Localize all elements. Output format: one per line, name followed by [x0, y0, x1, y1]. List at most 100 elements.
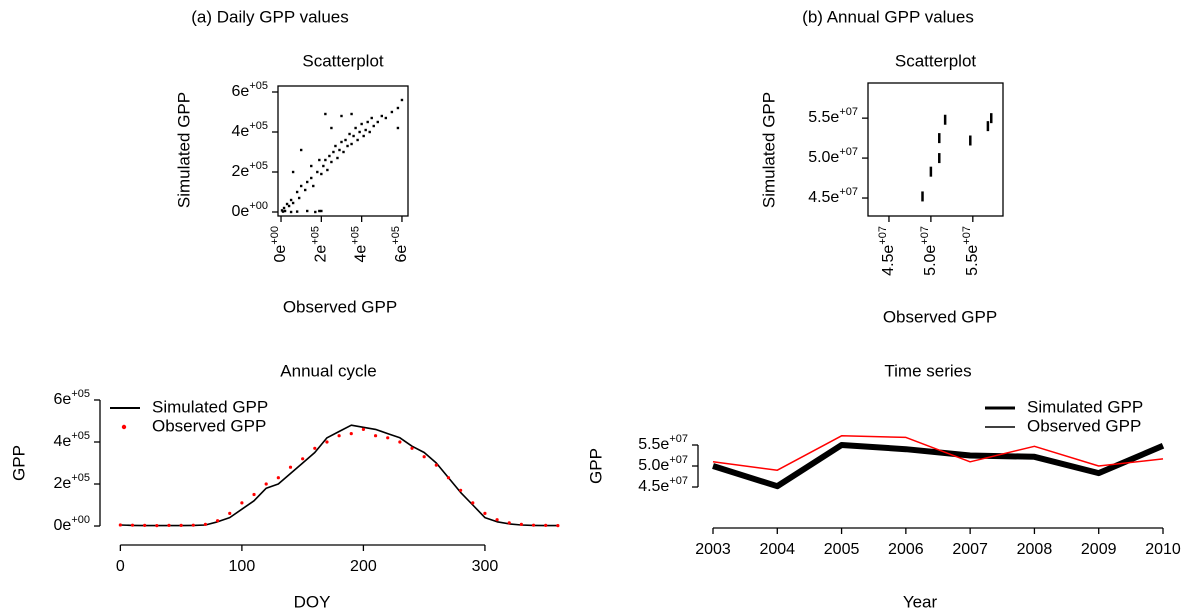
point — [422, 455, 426, 459]
point — [330, 160, 333, 164]
x-tick-label: 2005 — [824, 541, 860, 558]
point — [299, 148, 303, 152]
point — [471, 501, 475, 505]
point — [348, 132, 351, 136]
point — [340, 140, 343, 144]
x-tick-label: 5.0e+07 — [919, 226, 939, 276]
y-tick-label: 5.0e+07 — [808, 146, 858, 166]
point — [228, 511, 232, 516]
point — [346, 144, 349, 148]
x-tick-label: 100 — [229, 558, 256, 575]
point — [368, 130, 371, 134]
point — [167, 523, 171, 527]
point — [372, 124, 375, 128]
point — [318, 158, 321, 162]
x-tick-label: 2010 — [1145, 541, 1181, 558]
point — [316, 170, 319, 174]
x-tick-label: 2008 — [1017, 541, 1053, 558]
point — [344, 138, 347, 142]
x-axis-title: DOY — [294, 592, 331, 611]
legend-label: Simulated GPP — [152, 397, 268, 416]
point — [349, 431, 353, 436]
point — [354, 126, 357, 130]
point — [252, 492, 256, 497]
y-tick-label: 2e+05 — [54, 472, 90, 492]
x-tick-label: 2004 — [759, 541, 795, 558]
point — [297, 196, 301, 200]
point — [295, 210, 299, 213]
point — [340, 114, 343, 118]
point — [324, 112, 327, 116]
x-tick-label: 2009 — [1081, 541, 1117, 558]
panel-heading: (a) Daily GPP values — [191, 7, 348, 26]
y-tick-label: 2e+05 — [232, 160, 268, 180]
y-axis-title: Simulated GPP — [759, 92, 778, 208]
point — [318, 209, 321, 213]
x-tick-label: 5.5e+07 — [961, 226, 981, 276]
point — [289, 198, 293, 202]
point — [386, 436, 390, 440]
point — [358, 130, 361, 134]
point — [380, 114, 383, 118]
point — [291, 201, 295, 205]
point — [360, 122, 363, 126]
point — [338, 148, 341, 152]
point — [282, 206, 286, 210]
y-axis-title: Simulated GPP — [174, 92, 193, 208]
point — [384, 116, 388, 120]
point — [285, 202, 289, 206]
panel-title: Scatterplot — [302, 51, 384, 70]
point — [118, 523, 122, 527]
point — [361, 427, 366, 431]
point — [130, 523, 135, 527]
point — [179, 523, 183, 527]
point — [352, 134, 355, 138]
point — [240, 501, 244, 505]
point — [328, 154, 331, 158]
point — [325, 440, 329, 444]
point — [306, 180, 309, 184]
point — [350, 112, 353, 116]
y-axis-title: GPP — [9, 445, 28, 481]
y-tick-label: 0e+00 — [232, 200, 268, 220]
point — [483, 511, 487, 516]
point — [370, 116, 373, 120]
plot-frame — [867, 82, 1004, 217]
point — [304, 188, 307, 192]
point — [459, 488, 463, 492]
x-tick-label: 4e+05 — [350, 226, 370, 262]
panel-title: Time series — [884, 361, 971, 380]
point — [373, 434, 378, 438]
point — [215, 519, 220, 523]
point — [326, 168, 329, 172]
legend-symbol — [121, 424, 127, 430]
point — [556, 523, 560, 528]
point — [495, 518, 499, 522]
point — [283, 209, 287, 213]
x-tick-label: 2007 — [952, 541, 988, 558]
point — [390, 110, 394, 114]
legend-label: Simulated GPP — [1027, 397, 1143, 416]
point — [330, 126, 333, 130]
x-tick-label: 4.5e+07 — [877, 226, 897, 276]
point — [314, 210, 317, 214]
point — [191, 523, 195, 527]
y-tick-label: 4.5e+07 — [638, 475, 688, 495]
point — [320, 209, 323, 213]
point — [410, 446, 414, 450]
point — [350, 142, 353, 146]
x-tick-label: 0 — [116, 558, 125, 575]
point — [287, 204, 291, 208]
point — [324, 158, 327, 162]
point — [203, 522, 208, 526]
y-tick-label: 4.5e+07 — [808, 186, 858, 206]
x-axis-title: Observed GPP — [883, 307, 997, 326]
x-tick-label: 2006 — [888, 541, 924, 558]
x-tick-label: 6e+05 — [390, 226, 410, 262]
x-tick-label: 300 — [472, 558, 499, 575]
point — [289, 210, 293, 214]
panel-title: Scatterplot — [895, 51, 977, 70]
x-axis-title: Observed GPP — [283, 297, 397, 316]
